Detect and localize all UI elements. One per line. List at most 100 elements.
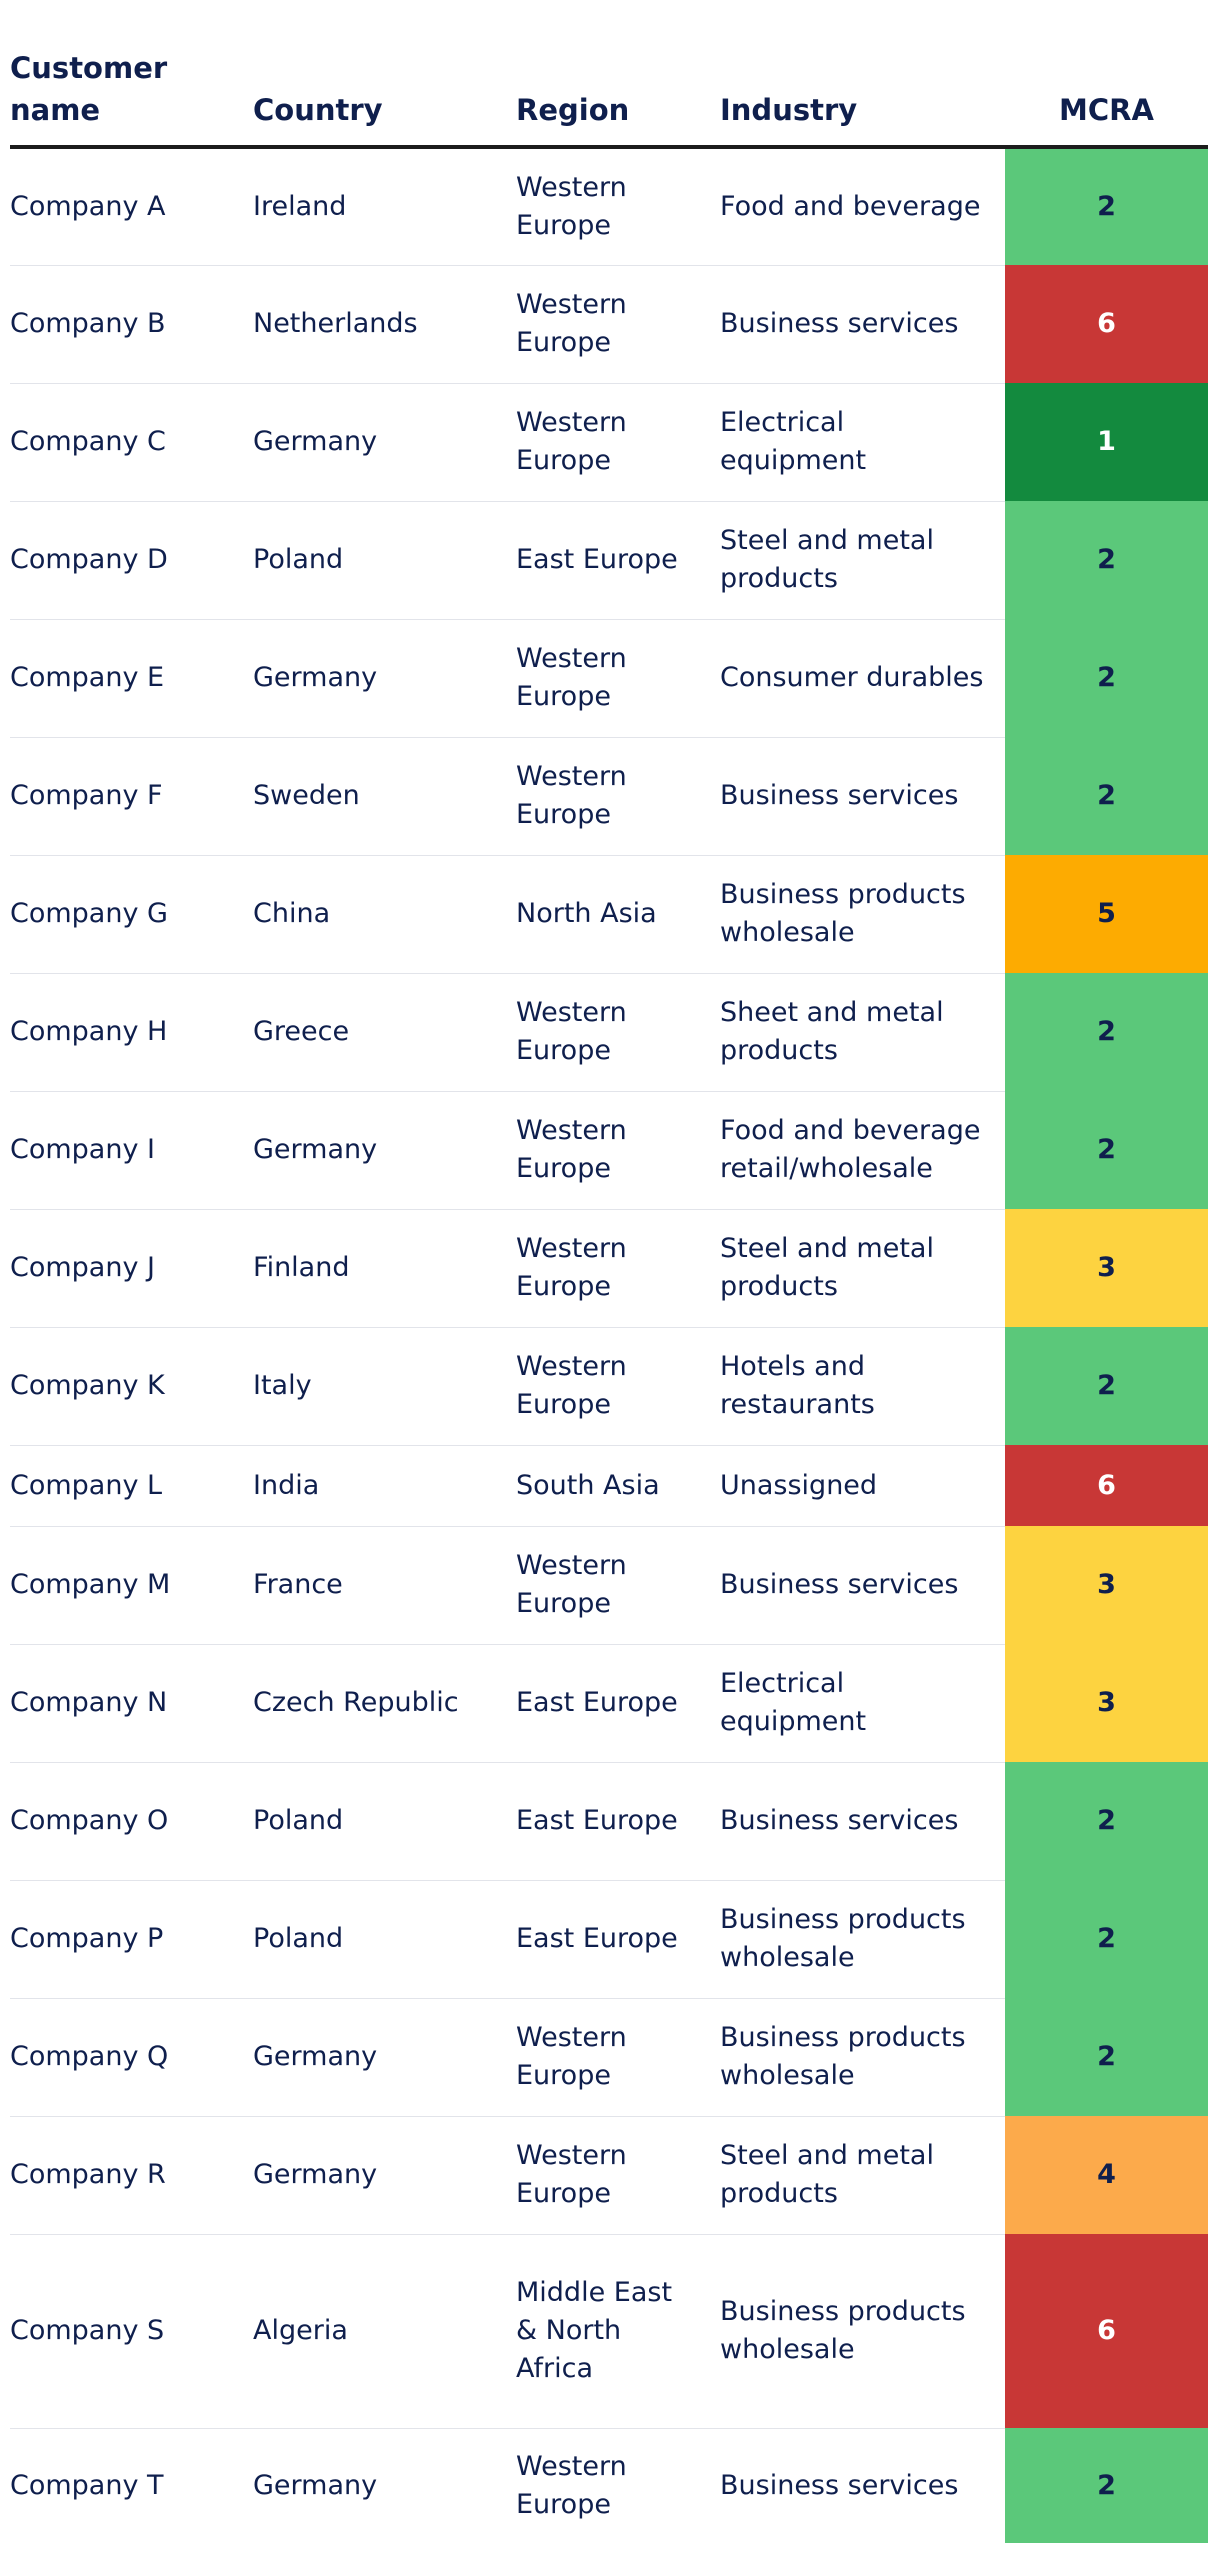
cell-country: Greece	[253, 973, 516, 1092]
table-row: Company H Greece Western Europe Sheet and m…	[10, 973, 1208, 1092]
cell-industry: Business products wholesale	[720, 1998, 1005, 2117]
cell-region: Middle East & North Africa	[516, 2234, 720, 2429]
cell-region: South Asia	[516, 1445, 720, 1527]
cell-mcra-rating: 2	[1005, 1998, 1208, 2116]
cell-customer-name: Company I	[10, 1091, 253, 1210]
cell-customer-name: Company T	[10, 2469, 164, 2501]
cell-region: North Asia	[516, 855, 720, 974]
cell-customer-name: Company G	[10, 855, 253, 974]
cell-customer-name: Company H	[10, 973, 253, 1092]
cell-mcra-rating: 2	[1005, 147, 1208, 265]
cell-industry: Business products wholesale	[720, 1880, 1005, 1999]
table-row: Company M France Western Europe Business se…	[10, 1526, 1208, 1645]
cell-mcra-rating: 4	[1005, 2116, 1208, 2234]
cell-country: Ireland	[253, 147, 516, 266]
header-country: Country	[253, 0, 516, 149]
cell-country: Netherlands	[253, 265, 516, 384]
cell-mcra-rating: 2	[1005, 737, 1208, 855]
header-customer-name: Customer name	[10, 0, 253, 149]
header-region: Region	[516, 0, 720, 149]
table-row: Company N Czech Republic East Europe Electr…	[10, 1644, 1208, 1763]
cell-region: Western Europe	[516, 2116, 720, 2235]
cell-customer-name: Company O	[10, 1762, 253, 1881]
cell-industry: Hotels and restaurants	[720, 1327, 1005, 1446]
cell-mcra-rating: 6	[1005, 265, 1208, 383]
cell-mcra-rating: 2	[1005, 973, 1208, 1091]
cell-country: Poland	[253, 501, 516, 620]
cell-mcra-rating: 6	[1005, 2234, 1208, 2428]
cell-region: Western Europe	[516, 619, 720, 738]
table-row: Company O Poland East Europe Business servi…	[10, 1762, 1208, 1881]
cell-customer-name: Company J	[10, 1209, 253, 1328]
cell-customer-name: Company L	[10, 1445, 253, 1527]
cell-mcra-rating: 1	[1005, 383, 1208, 501]
cell-region: Western Europe	[516, 383, 720, 502]
table-row: Company S Algeria Middle East & North Afri…	[10, 2234, 1208, 2429]
cell-industry: Steel and metal products	[720, 1209, 1005, 1328]
cell-customer-name: Company M	[10, 1526, 253, 1645]
cell-customer-name: Company D	[10, 501, 253, 620]
cell-region: Western Europe	[516, 1998, 720, 2117]
cell-customer-name: Company E	[10, 619, 253, 738]
cell-mcra-rating: 2	[1005, 501, 1208, 619]
cell-region: Western Europe	[516, 1091, 720, 1210]
cell-country: Germany	[253, 1998, 516, 2117]
cell-industry: Consumer durables	[720, 619, 1005, 738]
cell-country: India	[253, 1445, 516, 1527]
cell-region: Western Europe	[516, 737, 720, 856]
cell-region: East Europe	[516, 501, 720, 620]
table-body: Company A Ireland Western Europe Food and b…	[10, 147, 1208, 2543]
table-row: Company C Germany Western Europe Electrical…	[10, 383, 1208, 502]
table-row: Company B Netherlands Western Europe Busine…	[10, 265, 1208, 384]
cell-mcra-rating: 5	[1005, 855, 1208, 973]
cell-industry: Business services	[720, 1526, 1005, 1645]
cell-industry: Business services	[720, 737, 1005, 856]
cell-country: Czech Republic	[253, 1644, 516, 1763]
cell-country: China	[253, 855, 516, 974]
table-row: Company G China North Asia Business product…	[10, 855, 1208, 974]
table-row: Company F Sweden Western Europe Business se…	[10, 737, 1208, 856]
table-row: Company E Germany Western Europe Consumer d…	[10, 619, 1208, 738]
cell-country: Germany	[253, 2469, 378, 2501]
cell-industry: Food and beverage	[720, 147, 1005, 266]
cell-region: Western Europe	[516, 2450, 627, 2520]
cell-customer-name: Company N	[10, 1644, 253, 1763]
cell-mcra-rating: 2	[1005, 1091, 1208, 1209]
cell-country: Germany	[253, 383, 516, 502]
cell-mcra-rating: 3	[1005, 1644, 1208, 1762]
cell-country: Germany	[253, 619, 516, 738]
cell-industry: Business services	[720, 265, 1005, 384]
cell-industry: Steel and metal products	[720, 2116, 1005, 2235]
table-row: Company J Finland Western Europe Steel and …	[10, 1209, 1208, 1328]
cell-industry: Steel and metal products	[720, 501, 1005, 620]
cell-country: Algeria	[253, 2234, 516, 2429]
cell-country: Poland	[253, 1762, 516, 1881]
table-row: Company Q Germany Western Europe Business p…	[10, 1998, 1208, 2117]
cell-country: Germany	[253, 2116, 516, 2235]
cell-customer-name: Company S	[10, 2234, 253, 2429]
cell-region: Western Europe	[516, 1327, 720, 1446]
cell-region: Western Europe	[516, 973, 720, 1092]
table-row: Company L India South Asia Unassigned 6	[10, 1445, 1208, 1527]
cell-mcra-rating: 6	[1005, 1445, 1208, 1526]
cell-customer-name: Company P	[10, 1880, 253, 1999]
cell-mcra-rating: 2	[1005, 1762, 1208, 1880]
table-row: Company T Germany Western Europe Business s…	[10, 2428, 1208, 2543]
cell-industry: Business services	[720, 2469, 959, 2501]
cell-industry: Food and beverage retail/wholesale	[720, 1091, 1005, 1210]
table-row: Company K Italy Western Europe Hotels and r…	[10, 1327, 1208, 1446]
cell-customer-name: Company A	[10, 147, 253, 266]
table-header-row: Customer name Country Region Industry MC…	[10, 0, 1208, 149]
cell-industry: Unassigned	[720, 1445, 1005, 1527]
cell-region: Western Europe	[516, 1209, 720, 1328]
cell-mcra-rating: 2	[1005, 2428, 1208, 2543]
cell-industry: Electrical equipment	[720, 383, 1005, 502]
cell-customer-name: Company C	[10, 383, 253, 502]
cell-country: Germany	[253, 1091, 516, 1210]
cell-mcra-rating: 3	[1005, 1526, 1208, 1644]
cell-customer-name: Company F	[10, 737, 253, 856]
table-row: Company I Germany Western Europe Food and b…	[10, 1091, 1208, 1210]
cell-region: East Europe	[516, 1644, 720, 1763]
header-mcra: MCRA	[1005, 0, 1208, 149]
